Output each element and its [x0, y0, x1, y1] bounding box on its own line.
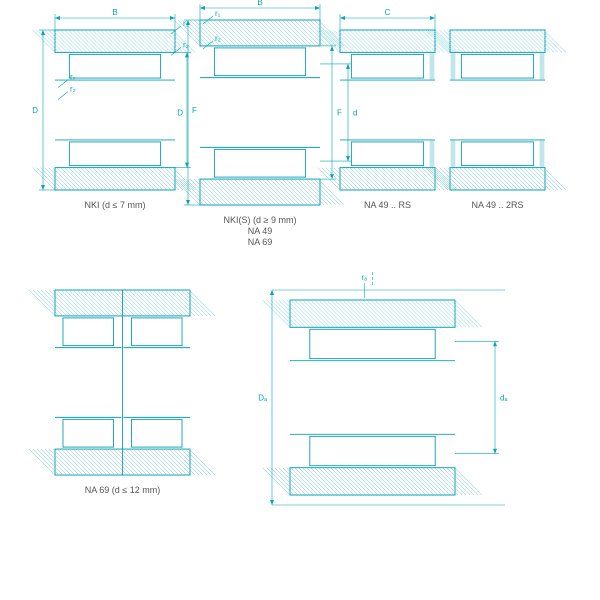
svg-text:B: B	[257, 0, 262, 7]
svg-text:F: F	[192, 106, 197, 115]
svg-text:D: D	[177, 109, 183, 118]
svg-text:C: C	[385, 8, 391, 17]
svg-text:NA 49: NA 49	[248, 226, 273, 236]
na49_2rs: NA 49 .. 2RS	[428, 30, 566, 210]
svg-text:d: d	[353, 109, 357, 118]
svg-text:NA 69 (d ≤ 12 mm): NA 69 (d ≤ 12 mm)	[85, 485, 160, 495]
nki_small: BDFr₁r₂r₁r₂NKI (d ≤ 7 mm)	[32, 8, 197, 210]
svg-text:NA 69: NA 69	[248, 237, 273, 247]
svg-text:D: D	[32, 106, 38, 115]
svg-text:rₐ: rₐ	[361, 273, 368, 282]
svg-text:r₁: r₁	[215, 9, 221, 18]
svg-text:B: B	[112, 8, 117, 17]
svg-text:F: F	[337, 109, 342, 118]
svg-text:r₂: r₂	[70, 85, 76, 94]
svg-text:NKI (d ≤ 7 mm): NKI (d ≤ 7 mm)	[85, 200, 146, 210]
svg-text:Dₐ: Dₐ	[258, 394, 268, 403]
svg-text:NA 49 .. RS: NA 49 .. RS	[364, 200, 411, 210]
nkis_na49_na69: BDFdr₁r₂NKI(S) (d ≥ 9 mm)NA 49NA 69	[174, 0, 357, 247]
svg-text:NKI(S) (d ≥ 9 mm): NKI(S) (d ≥ 9 mm)	[224, 215, 297, 225]
svg-text:NA 49 .. 2RS: NA 49 .. 2RS	[471, 200, 523, 210]
assembly: Dₐ dₐ rₐ	[258, 272, 508, 505]
svg-text:r₁: r₁	[70, 73, 76, 82]
svg-text:r₂: r₂	[215, 34, 221, 43]
svg-text:dₐ: dₐ	[500, 394, 508, 403]
na69_d12: NA 69 (d ≤ 12 mm)	[29, 290, 215, 495]
